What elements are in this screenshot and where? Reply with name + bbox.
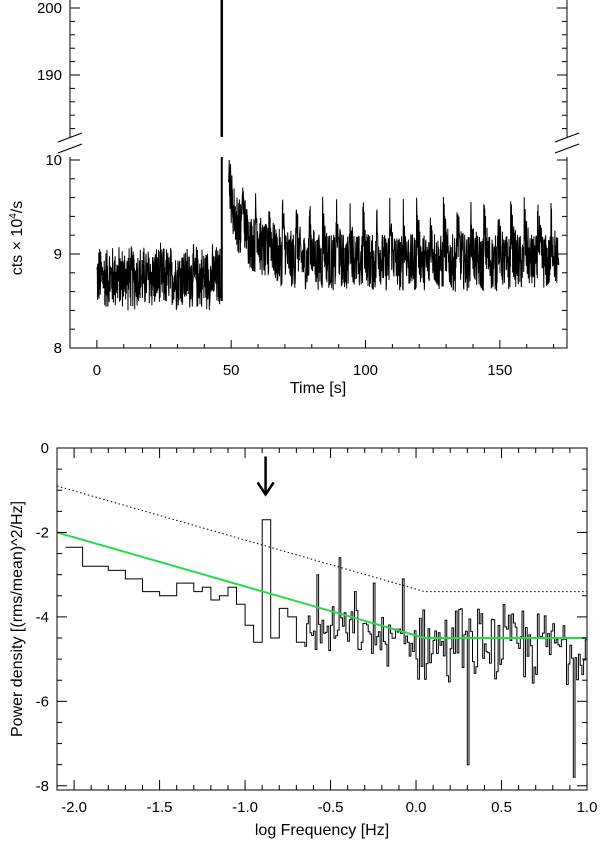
power-spectrum-xtick-label: 0.0	[406, 799, 427, 816]
power-spectrum-xtick-label: 0.5	[491, 799, 512, 816]
light-curve-ytick-label: 9	[54, 246, 62, 263]
power-spectrum-series	[65, 519, 587, 778]
light-curve-panel: 0 50 100 150 8 9 10 190 200 Time [s] cts × 104/s	[8, 0, 580, 397]
lower-axis-frame	[69, 157, 568, 349]
power-spectrum-ticks: -2.0 -1.5 -1.0 -0.5 0.0 0.5 1.0 -8 -6 -4 -2 0	[36, 440, 598, 816]
power-spectrum-ytick-label: -2	[36, 524, 49, 541]
model-fit-green-line	[56, 531, 587, 639]
light-curve-xtick-label: 0	[93, 362, 101, 379]
light-curve-ytick-label: 10	[45, 152, 62, 169]
power-spectrum-ytick-label: -6	[36, 693, 49, 710]
upper-axis-frame	[69, 0, 568, 137]
qpo-arrow	[256, 456, 275, 497]
light-curve-ytick-upper-label: 200	[37, 0, 62, 17]
power-spectrum-panel: -2.0 -1.5 -1.0 -0.5 0.0 0.5 1.0 -8 -6 -4 -2 0 log F…	[9, 440, 597, 839]
light-curve-ytick-label: 8	[54, 340, 62, 357]
light-curve-ticks: 0 50 100 150 8 9 10 190 200	[37, 0, 567, 379]
power-spectrum-ytick-label: -8	[36, 778, 49, 795]
power-spectrum-xtick-label: 1.0	[577, 799, 598, 816]
power-spectrum-ytick-label: -4	[36, 609, 49, 626]
power-spectrum-xlabel: log Frequency [Hz]	[255, 822, 389, 839]
light-curve-xlabel: Time [s]	[290, 380, 346, 397]
arrow-head	[256, 481, 275, 497]
light-curve-xtick-label: 50	[223, 362, 240, 379]
power-spectrum-xtick-label: -1.0	[232, 799, 258, 816]
light-curve-xtick-label: 150	[487, 362, 512, 379]
significance-dotted-line	[56, 485, 587, 593]
light-curve-ylabel: cts × 104/s	[8, 201, 26, 276]
axis-break-marks-right	[554, 132, 580, 154]
power-spectrum-xtick-label: -1.5	[147, 799, 173, 816]
power-spectrum-frame	[56, 447, 588, 791]
light-curve-ytick-upper-label: 190	[37, 67, 62, 84]
light-curve-series	[96, 157, 560, 311]
axis-break-marks-left	[57, 132, 83, 154]
light-curve-xtick-label: 100	[353, 362, 378, 379]
power-spectrum-xtick-label: -2.0	[61, 799, 87, 816]
power-spectrum-ylabel: Power density [(rms/mean)^2/Hz]	[9, 501, 26, 737]
power-spectrum-ytick-label: 0	[41, 440, 49, 457]
power-spectrum-xtick-label: -0.5	[318, 799, 344, 816]
